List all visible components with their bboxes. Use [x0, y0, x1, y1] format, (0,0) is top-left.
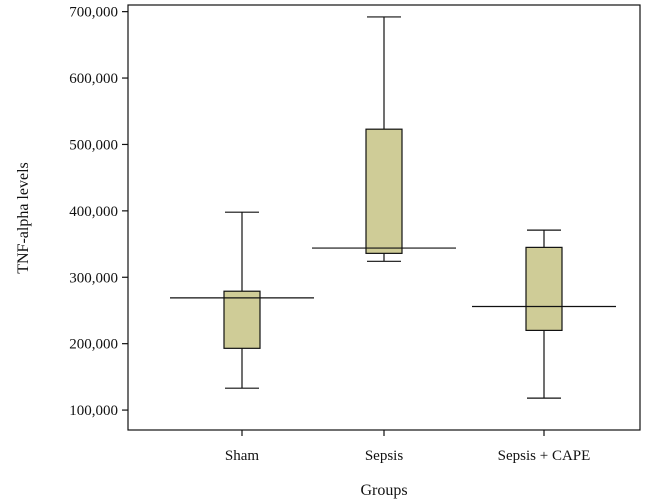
- x-tick-label: Sepsis: [365, 448, 404, 464]
- y-tick-label: 200,000: [69, 337, 118, 353]
- y-tick-label: 600,000: [69, 71, 118, 87]
- box-iqr: [525, 246, 563, 331]
- x-axis: Sham Sepsis Sepsis + CAPE: [225, 430, 590, 464]
- boxes-layer: [170, 16, 616, 399]
- box-iqr: [365, 128, 403, 254]
- y-tick-label: 700,000: [69, 5, 118, 21]
- y-tick-label: 400,000: [69, 204, 118, 220]
- box-iqr: [223, 290, 261, 349]
- y-tick-label: 300,000: [69, 270, 118, 286]
- x-axis-title: Groups: [360, 482, 407, 499]
- y-tick-label: 500,000: [69, 137, 118, 153]
- x-tick-label: Sham: [225, 448, 260, 464]
- box-group: [312, 16, 456, 262]
- y-tick-label: 100,000: [69, 403, 118, 419]
- box-group: [170, 211, 314, 389]
- box-group: [472, 229, 616, 399]
- x-tick-label: Sepsis + CAPE: [498, 448, 591, 464]
- y-axis-title: TNF-alpha levels: [15, 162, 32, 274]
- y-axis: 100,000 200,000 300,000 400,000 500,000 600,0…: [69, 5, 128, 419]
